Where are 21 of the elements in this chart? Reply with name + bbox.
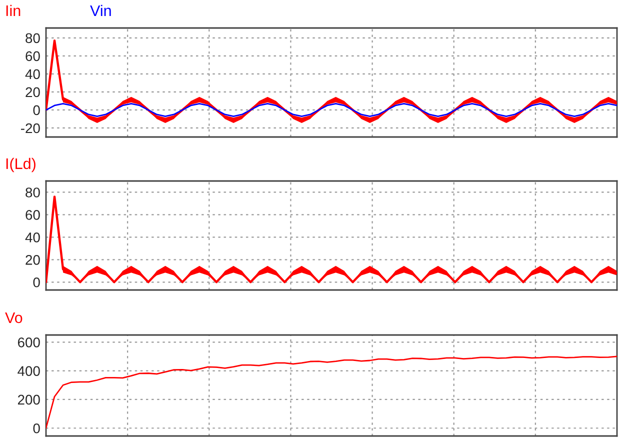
line-series [46,102,617,117]
y-tick-label: 80 [26,33,40,44]
y-tick-label: 40 [25,232,40,242]
y-tick-label: 0 [33,277,40,288]
y-tick-label: 200 [18,394,40,405]
y-tick-label: 60 [26,51,40,62]
y-tick-label: 400 [18,366,40,376]
text: Vo [5,312,22,324]
y-tick-label: -20 [20,123,40,134]
text: Iin [6,4,20,16]
y-tick-label: 20 [26,87,40,98]
text: Vin [90,4,111,16]
y-tick-label: 600 [18,337,40,348]
y-tick-label: 0 [33,105,40,116]
y-tick-label: 40 [25,69,40,80]
y-tick-label: 60 [26,210,40,220]
text: I(Ld) [6,158,36,172]
line-series [46,356,617,429]
y-tick-label: 0 [33,423,40,434]
y-tick-label: 20 [26,254,40,265]
y-tick-label: 80 [26,188,40,198]
